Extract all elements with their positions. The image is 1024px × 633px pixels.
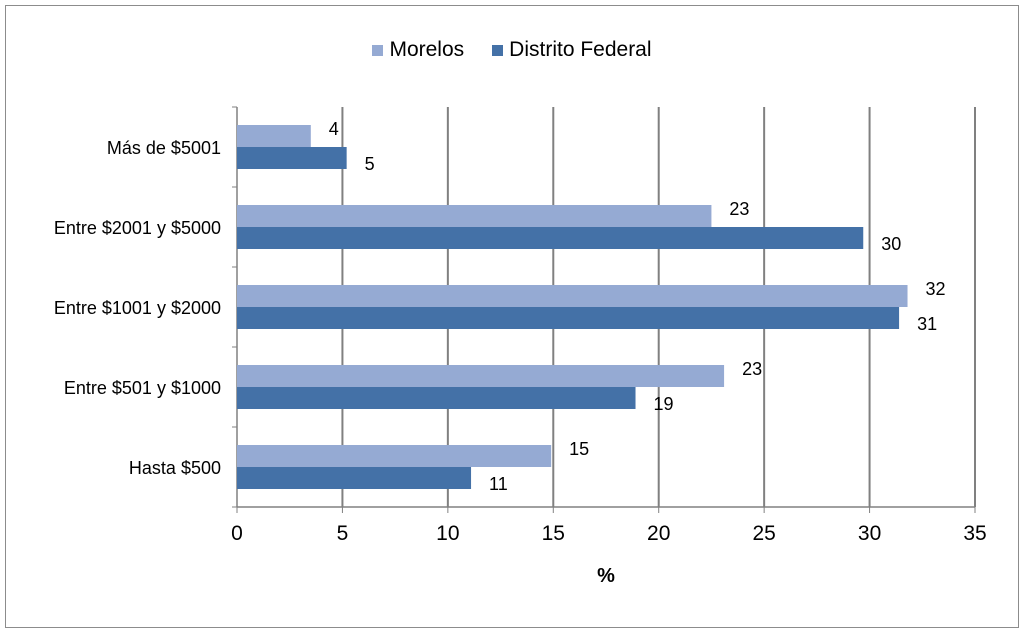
data-label-morelos-entre-2001-y-5000: 23 <box>729 199 749 219</box>
data-label-morelos-entre-1001-y-2000: 32 <box>926 279 946 299</box>
legend-item-distrito-federal: Distrito Federal <box>492 38 652 62</box>
x-tick-label-10: 10 <box>436 522 459 545</box>
legend-swatch-distrito-federal <box>492 44 504 56</box>
data-label-distrito-federal-entre-2001-y-5000: 30 <box>881 234 901 254</box>
x-axis-title: % <box>597 565 615 587</box>
data-label-morelos-entre-501-y-1000: 23 <box>742 359 762 379</box>
data-label-distrito-federal-entre-501-y-1000: 19 <box>654 394 674 414</box>
data-label-distrito-federal-entre-1001-y-2000: 31 <box>917 314 937 334</box>
y-tick-label-hasta-500: Hasta $500 <box>129 458 221 478</box>
bar-morelos-entre-501-y-1000 <box>237 365 725 387</box>
bar-morelos-m-s-de-5001 <box>237 125 311 147</box>
legend-label-morelos: Morelos <box>389 38 465 61</box>
data-label-distrito-federal-hasta-500: 11 <box>489 474 508 494</box>
y-tick-label-entre-501-y-1000: Entre $501 y $1000 <box>64 378 221 398</box>
data-label-morelos-hasta-500: 15 <box>569 439 589 459</box>
x-tick-label-35: 35 <box>963 522 986 545</box>
data-label-distrito-federal-m-s-de-5001: 5 <box>365 154 375 174</box>
bar-distrito-federal-entre-2001-y-5000 <box>237 227 864 249</box>
legend-item-morelos: Morelos <box>372 38 464 62</box>
bar-distrito-federal-m-s-de-5001 <box>237 147 347 169</box>
x-tick-label-0: 0 <box>231 522 243 545</box>
bar-morelos-entre-1001-y-2000 <box>237 285 908 307</box>
bar-morelos-entre-2001-y-5000 <box>237 205 712 227</box>
x-tick-label-30: 30 <box>858 522 881 545</box>
y-tick-label-entre-1001-y-2000: Entre $1001 y $2000 <box>54 298 221 318</box>
x-tick-label-15: 15 <box>542 522 565 545</box>
legend-swatch-morelos <box>372 44 384 56</box>
bar-morelos-hasta-500 <box>237 445 552 467</box>
bar-distrito-federal-hasta-500 <box>237 467 472 489</box>
data-label-morelos-m-s-de-5001: 4 <box>329 119 339 139</box>
legend-label-distrito-federal: Distrito Federal <box>509 38 652 61</box>
legend: Morelos Distrito Federal <box>0 38 1024 62</box>
x-tick-label-5: 5 <box>337 522 349 545</box>
x-tick-label-20: 20 <box>647 522 670 545</box>
bar-distrito-federal-entre-501-y-1000 <box>237 387 636 409</box>
bar-distrito-federal-entre-1001-y-2000 <box>237 307 900 329</box>
x-tick-label-25: 25 <box>752 522 775 545</box>
y-tick-label-entre-2001-y-5000: Entre $2001 y $5000 <box>54 218 221 238</box>
y-tick-label-m-s-de-5001: Más de $5001 <box>107 138 221 158</box>
